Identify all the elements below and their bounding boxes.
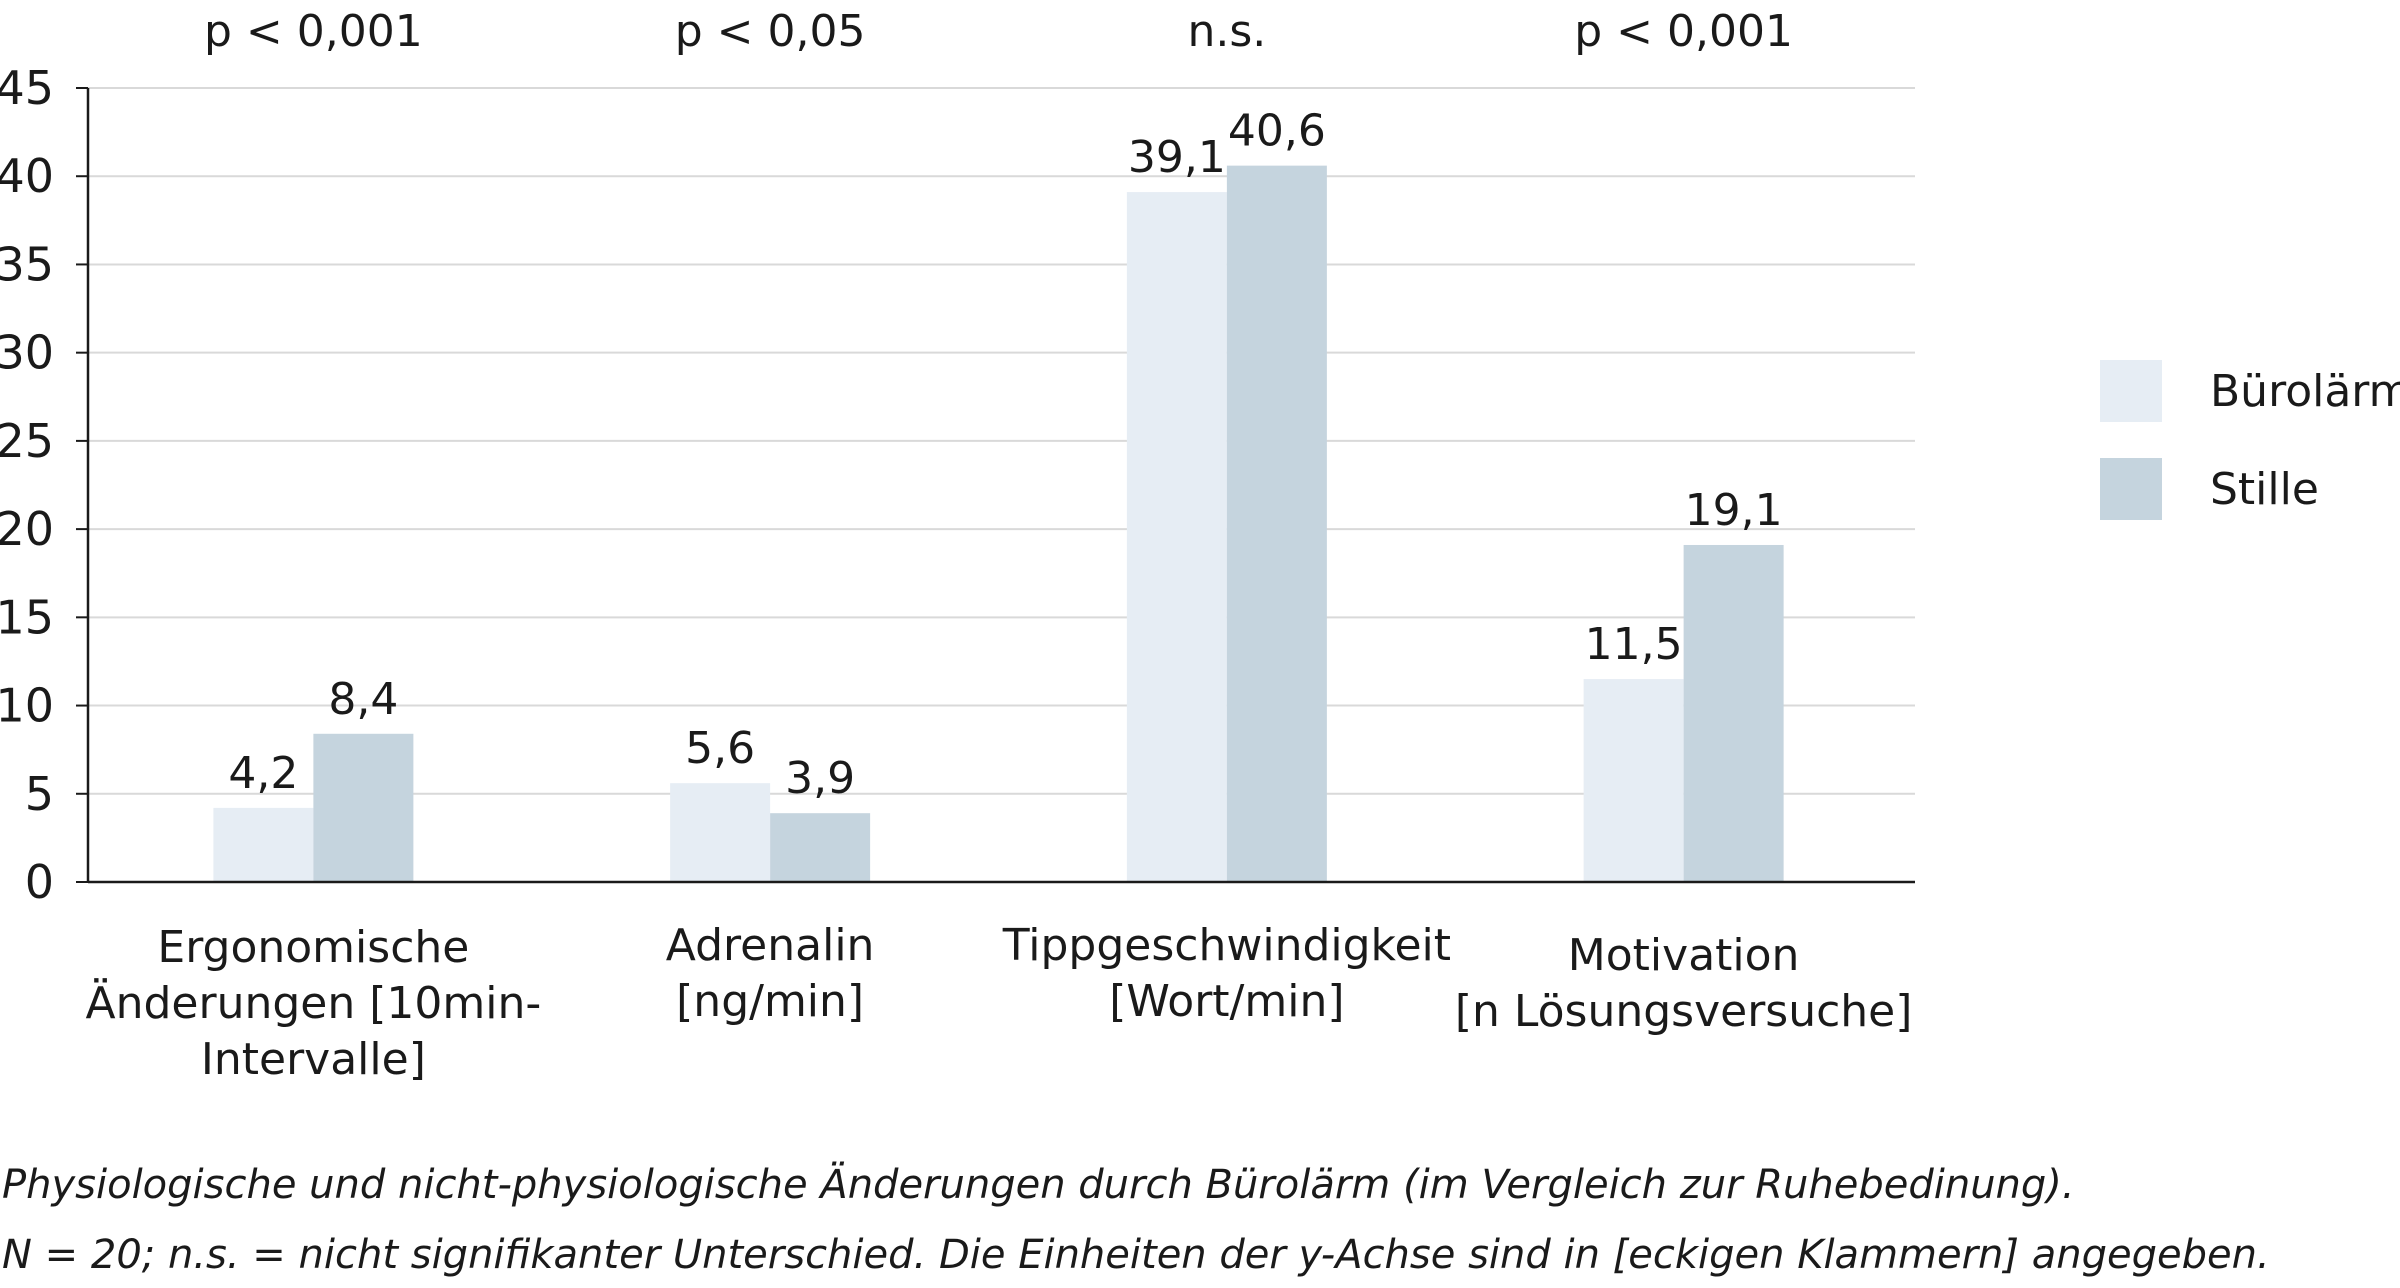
x-tick-label: Ergonomische	[157, 922, 469, 973]
data-label: 11,5	[1585, 619, 1683, 670]
labels: 0 5 10 15 20 25 30 35 40 45 4,2 8,4 p < 0,001 Ergonom…	[0, 6, 1912, 1085]
data-label: 3,9	[785, 753, 855, 804]
data-label: 5,6	[685, 723, 755, 774]
data-label: 40,6	[1228, 106, 1326, 157]
y-tick-label: 0	[25, 855, 54, 909]
x-tick-label: Intervalle]	[201, 1034, 426, 1085]
legend: Bürolärm Stille	[2100, 360, 2400, 520]
significance-label: p < 0,05	[675, 6, 866, 57]
bar-stille	[770, 813, 870, 882]
data-label: 8,4	[328, 674, 398, 725]
bar-buerolaerm	[213, 808, 313, 882]
x-tick-label: Tippgeschwindigkeit	[1002, 920, 1451, 971]
bar-buerolaerm	[1127, 192, 1227, 882]
y-tick-label: 25	[0, 414, 54, 468]
caption-line-1: Physiologische und nicht-physiologische …	[2, 1162, 2392, 1208]
legend-label: Bürolärm	[2210, 366, 2400, 417]
bar-stille	[313, 734, 413, 882]
bar-stille	[1227, 166, 1327, 882]
significance-label: n.s.	[1187, 6, 1266, 57]
bars	[213, 166, 1783, 882]
bar-buerolaerm	[670, 783, 770, 882]
x-tick-label: [Wort/min]	[1109, 976, 1344, 1027]
significance-label: p < 0,001	[1574, 6, 1793, 57]
caption-line-2: N = 20; n.s. = nicht signifikanter Unter…	[2, 1232, 2392, 1278]
legend-label: Stille	[2210, 464, 2319, 515]
y-tick-label: 30	[0, 326, 54, 380]
bar-chart: 0 5 10 15 20 25 30 35 40 45 4,2 8,4 p < 0,001 Ergonom…	[0, 0, 2400, 1288]
x-tick-label: Motivation	[1568, 930, 1800, 981]
bar-buerolaerm	[1584, 679, 1684, 882]
x-tick-label: Adrenalin	[666, 920, 875, 971]
x-tick-label: [n Lösungsversuche]	[1455, 986, 1913, 1037]
y-tick-label: 40	[0, 149, 54, 203]
y-tick-label: 10	[0, 679, 54, 733]
y-tick-label: 20	[0, 502, 54, 556]
legend-swatch	[2100, 458, 2162, 520]
x-tick-label: Änderungen [10min-	[86, 977, 542, 1029]
data-label: 19,1	[1685, 485, 1783, 536]
x-tick-label: [ng/min]	[676, 976, 864, 1027]
significance-label: p < 0,001	[204, 6, 423, 57]
bar-stille	[1684, 545, 1784, 882]
data-label: 39,1	[1128, 132, 1226, 183]
legend-swatch	[2100, 360, 2162, 422]
y-tick-label: 15	[0, 590, 54, 644]
y-tick-label: 5	[25, 767, 54, 821]
y-tick-label: 45	[0, 61, 54, 115]
y-tick-label: 35	[0, 237, 54, 291]
data-label: 4,2	[228, 748, 298, 799]
